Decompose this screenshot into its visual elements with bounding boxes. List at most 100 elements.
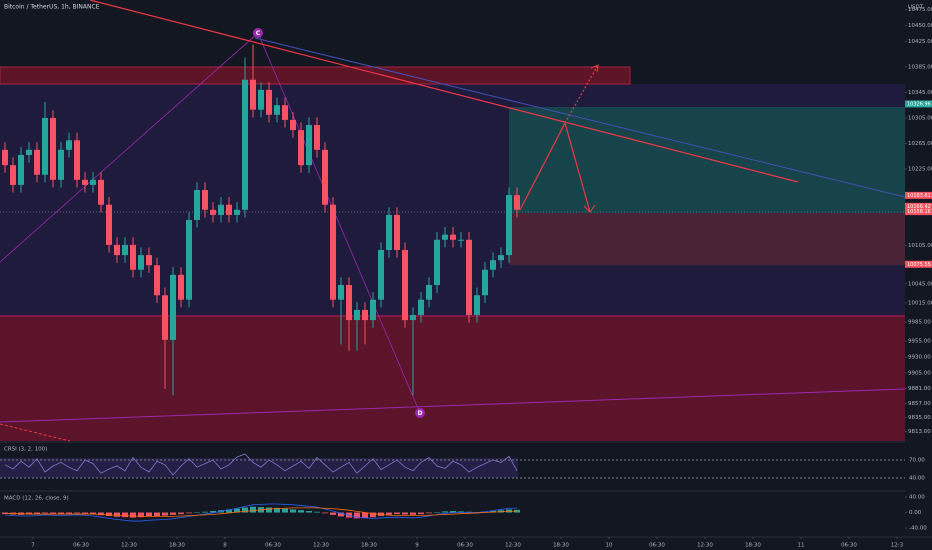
candle-body <box>506 195 512 256</box>
y-tick-label: 9930.00 <box>908 355 931 361</box>
candle-body <box>490 260 496 270</box>
candle-body <box>50 117 56 180</box>
macd-histogram-bar <box>386 512 392 515</box>
candle-body <box>178 274 184 300</box>
candle-body <box>130 244 136 270</box>
candle-body <box>322 149 328 205</box>
y-tick-label: 10425.00 <box>908 39 932 45</box>
macd-histogram-bar <box>282 508 288 513</box>
x-tick-label: 06:30 <box>73 543 89 549</box>
candle-body <box>474 295 480 316</box>
macd-histogram-bar <box>370 512 376 518</box>
candle-body <box>210 209 216 215</box>
candle-body <box>82 179 88 185</box>
candle-body <box>370 299 376 321</box>
signal-line <box>4 507 518 517</box>
y-tick-label: 9881.00 <box>908 386 931 392</box>
y-tick-label: 9955.00 <box>908 339 931 345</box>
point-label: C <box>256 30 261 37</box>
candle-body <box>514 195 520 210</box>
x-tick-label: 12:30 <box>697 543 713 549</box>
macd-histogram-bar <box>442 511 448 513</box>
macd-histogram-bar <box>322 512 328 514</box>
rsi-band <box>0 458 518 478</box>
macd-histogram-bar <box>450 510 456 513</box>
candle-body <box>218 204 224 215</box>
macd-histogram-bar <box>338 512 344 517</box>
macd-histogram-bar <box>290 509 296 513</box>
demand-zone <box>0 316 905 441</box>
candle-body <box>26 149 32 155</box>
candle-body <box>18 154 24 185</box>
macd-histogram-bar <box>274 507 280 513</box>
macd-histogram-bar <box>74 512 80 514</box>
candle-body <box>450 234 456 240</box>
macd-histogram-bar <box>394 512 400 515</box>
candle-body <box>314 124 320 150</box>
rsi-title: CRSI (3, 2, 100) <box>4 447 47 453</box>
y-tick-label: 10015.00 <box>908 300 932 306</box>
macd-histogram-bar <box>42 512 48 514</box>
candle-body <box>378 249 384 300</box>
candle-body <box>194 190 200 220</box>
macd-histogram-bar <box>226 509 232 513</box>
y-tick-label: 9835.00 <box>908 415 931 421</box>
y-tick-label: 10265.00 <box>908 141 932 147</box>
candle-body <box>258 89 264 110</box>
x-tick-label: 18:30 <box>553 543 569 549</box>
candle-body <box>122 244 128 256</box>
macd-histogram-bar <box>194 512 200 514</box>
x-tick-label: 12:30 <box>121 543 137 549</box>
rsi-line <box>4 453 518 476</box>
y-tick-label: 70.00 <box>909 458 925 464</box>
candle-body <box>458 239 464 241</box>
candle-body <box>146 255 152 266</box>
candle-body <box>226 204 232 215</box>
macd-histogram-bar <box>354 512 360 519</box>
candle-body <box>498 255 504 261</box>
x-tick-label: 12:3 <box>891 543 904 549</box>
macd-histogram-bar <box>266 507 272 513</box>
macd-histogram-bar <box>426 512 432 514</box>
y-tick-label: 9985.00 <box>908 320 931 326</box>
y-tick-label: 9857.00 <box>908 401 931 407</box>
stop-box <box>509 213 905 265</box>
x-tick-label: 18:30 <box>745 543 761 549</box>
macd-histogram-bar <box>162 512 168 516</box>
candle-body <box>162 295 168 340</box>
macd-histogram-bar <box>138 512 144 518</box>
candle-body <box>242 79 248 210</box>
macd-histogram-bar <box>242 507 248 513</box>
candle-body <box>362 309 368 321</box>
candle-body <box>266 89 272 115</box>
candle-body <box>138 255 144 270</box>
candle-body <box>354 309 360 321</box>
macd-histogram-bar <box>250 506 256 513</box>
macd-histogram-bar <box>202 511 208 513</box>
macd-histogram-bar <box>106 512 112 517</box>
point-marker <box>415 408 425 418</box>
macd-histogram-bar <box>26 512 32 515</box>
y-tick-label: 10475.00 <box>908 7 932 13</box>
price-tag <box>905 260 932 268</box>
price-tag <box>905 191 932 199</box>
x-tick-label: 7 <box>31 543 35 549</box>
candle-body <box>234 209 240 215</box>
y-tick-label: 40.00 <box>909 495 925 501</box>
x-tick-label: 9 <box>415 543 419 549</box>
y-tick-label: 9813.00 <box>908 429 931 435</box>
macd-histogram-bar <box>306 510 312 513</box>
macd-histogram-bar <box>418 512 424 515</box>
candle-body <box>346 285 352 321</box>
macd-histogram-bar <box>186 512 192 514</box>
macd-histogram-bar <box>58 512 64 515</box>
macd-histogram-bar <box>458 511 464 513</box>
macd-histogram-bar <box>402 512 408 515</box>
candle-body <box>2 149 8 166</box>
candle-body <box>394 214 400 250</box>
chart-title: Bitcoin / TetherUS, 1h, BINANCE <box>4 4 100 11</box>
macd-histogram-bar <box>178 512 184 515</box>
macd-histogram-bar <box>410 512 416 515</box>
resistance-trendline <box>89 0 799 183</box>
upper-trendline <box>254 37 906 198</box>
